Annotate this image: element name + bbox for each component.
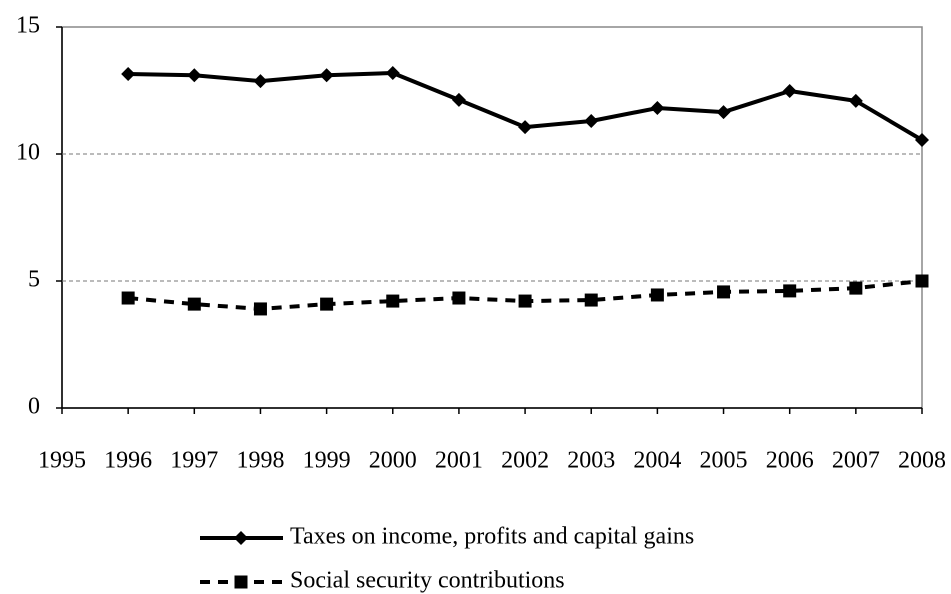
marker (848, 93, 863, 108)
marker (650, 288, 664, 302)
marker (121, 291, 135, 305)
legend-label: Taxes on income, profits and capital gai… (290, 524, 694, 550)
marker (915, 274, 929, 288)
x-tick-label: 1996 (104, 448, 152, 474)
x-tick-label: 2007 (832, 448, 880, 474)
x-tick-label: 2006 (766, 448, 814, 474)
marker (782, 84, 797, 99)
marker (584, 113, 599, 128)
marker (187, 68, 202, 83)
y-tick-label: 5 (28, 267, 40, 293)
y-tick-label: 0 (28, 394, 40, 420)
marker (716, 105, 731, 120)
marker (121, 66, 136, 81)
marker (717, 285, 731, 299)
marker (650, 101, 665, 116)
x-tick-label: 2000 (369, 448, 417, 474)
x-tick-label: 1995 (38, 448, 86, 474)
marker (385, 65, 400, 80)
legend-label: Social security contributions (290, 568, 565, 594)
marker (386, 294, 400, 308)
x-tick-label: 2003 (567, 448, 615, 474)
x-tick-label: 2002 (501, 448, 549, 474)
marker (452, 291, 466, 305)
marker (849, 281, 863, 295)
marker (451, 92, 466, 107)
marker (518, 120, 533, 135)
marker (319, 68, 334, 83)
marker (234, 575, 248, 589)
marker (783, 284, 797, 298)
marker (320, 297, 334, 311)
x-tick-label: 2001 (435, 448, 483, 474)
x-tick-label: 1997 (170, 448, 218, 474)
x-tick-label: 2008 (898, 448, 946, 474)
marker (253, 74, 268, 89)
y-tick-label: 15 (16, 13, 40, 39)
y-tick-label: 10 (16, 140, 40, 166)
marker (187, 297, 201, 311)
marker (234, 531, 248, 545)
x-tick-label: 2005 (700, 448, 748, 474)
marker (915, 133, 929, 148)
x-tick-label: 2004 (633, 448, 681, 474)
marker (253, 302, 267, 316)
marker (518, 294, 532, 308)
marker (584, 293, 598, 307)
plot-frame (61, 26, 923, 409)
x-tick-label: 1998 (236, 448, 284, 474)
x-tick-label: 1999 (303, 448, 351, 474)
